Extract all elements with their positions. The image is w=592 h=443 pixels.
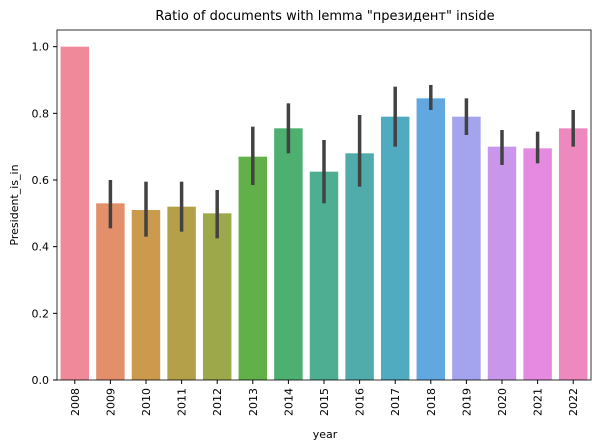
y-tick-label: 0.2 bbox=[32, 307, 50, 320]
x-tick-label: 2012 bbox=[211, 388, 224, 416]
x-axis-label: year bbox=[313, 428, 338, 441]
bar bbox=[558, 128, 588, 380]
x-tick-label: 2018 bbox=[425, 388, 438, 416]
bar bbox=[416, 98, 446, 380]
bar bbox=[167, 206, 196, 380]
y-tick-label: 0.0 bbox=[32, 374, 50, 387]
x-tick-label: 2011 bbox=[176, 388, 189, 416]
x-tick-label: 2009 bbox=[104, 388, 117, 416]
x-tick-label: 2021 bbox=[532, 388, 545, 416]
bar bbox=[487, 146, 517, 380]
y-tick-label: 1.0 bbox=[32, 41, 50, 54]
x-tick-label: 2010 bbox=[140, 388, 153, 416]
y-axis-label: President_is_in bbox=[8, 164, 21, 245]
x-tick-label: 2015 bbox=[318, 388, 331, 416]
bar bbox=[345, 153, 374, 380]
bar bbox=[238, 156, 268, 380]
x-tick-label: 2008 bbox=[69, 388, 82, 416]
x-tick-label: 2016 bbox=[354, 388, 367, 416]
x-tick-label: 2014 bbox=[282, 388, 295, 416]
bar bbox=[202, 213, 232, 380]
y-tick-label: 0.6 bbox=[32, 174, 50, 187]
bar bbox=[131, 210, 161, 380]
bar bbox=[96, 203, 125, 380]
x-tick-label: 2020 bbox=[496, 388, 509, 416]
x-tick-label: 2022 bbox=[567, 388, 580, 416]
x-tick-label: 2017 bbox=[389, 388, 402, 416]
bar bbox=[380, 116, 410, 381]
bar bbox=[274, 128, 303, 380]
bar bbox=[523, 148, 552, 380]
bar bbox=[309, 171, 339, 380]
y-tick-label: 0.4 bbox=[32, 241, 50, 254]
bar bbox=[60, 46, 90, 381]
chart-title: Ratio of documents with lemma "президент… bbox=[155, 9, 494, 24]
x-tick-label: 2019 bbox=[460, 388, 473, 416]
y-tick-label: 0.8 bbox=[32, 107, 50, 120]
plot-frame bbox=[56, 29, 592, 381]
x-tick-label: 2013 bbox=[247, 388, 260, 416]
bar bbox=[452, 116, 481, 381]
